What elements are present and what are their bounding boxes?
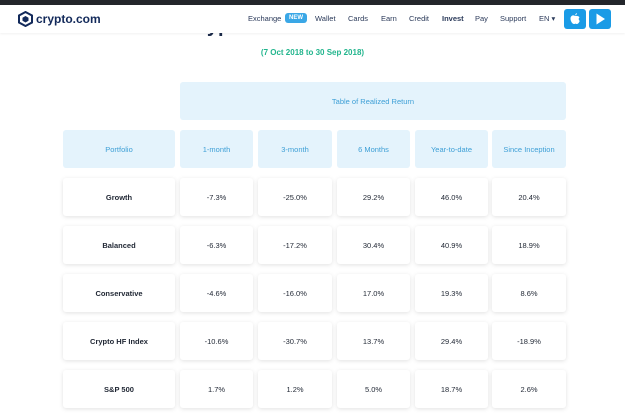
nav-link[interactable]: Pay <box>475 14 488 23</box>
browser-strip <box>0 0 625 5</box>
table-cell: -25.0% <box>258 178 332 216</box>
table-cell: 8.6% <box>492 274 566 312</box>
table-cell: 17.0% <box>337 274 410 312</box>
nav-link[interactable]: Credit <box>409 14 430 23</box>
language-selector[interactable]: EN ▾ <box>539 14 556 23</box>
table-cell: 29.2% <box>337 178 410 216</box>
table-cell: -10.6% <box>180 322 253 360</box>
table-cell: 5.0% <box>337 370 410 408</box>
nav-link[interactable]: Earn <box>381 14 397 23</box>
row-label: Conservative <box>63 274 175 312</box>
table-cell: 1.7% <box>180 370 253 408</box>
table-cell: -6.3% <box>180 226 253 264</box>
nav-link[interactable]: Invest <box>442 14 464 23</box>
table-cell: -30.7% <box>258 322 332 360</box>
navbar: crypto.com Exchange Wallet Cards Earn Credit… <box>0 5 625 33</box>
table-cell: 30.4% <box>337 226 410 264</box>
table-cell: 18.9% <box>492 226 566 264</box>
app-store-button[interactable] <box>564 9 586 29</box>
row-label: S&P 500 <box>63 370 175 408</box>
column-header: 6 Months <box>337 130 410 168</box>
table-cell: 40.9% <box>415 226 488 264</box>
table-cell: 19.3% <box>415 274 488 312</box>
table-cell: 46.0% <box>415 178 488 216</box>
table-cell: -7.3% <box>180 178 253 216</box>
row-label: Balanced <box>63 226 175 264</box>
table-cell: -17.2% <box>258 226 332 264</box>
table-cell: 13.7% <box>337 322 410 360</box>
play-store-button[interactable] <box>589 9 611 29</box>
play-icon <box>596 13 605 25</box>
nav-link[interactable]: Exchange <box>248 14 282 23</box>
column-header: Since Inception <box>492 130 566 168</box>
column-header: 1-month <box>180 130 253 168</box>
page-subtitle: (7 Oct 2018 to 30 Sep 2018) <box>260 48 365 57</box>
nav-link[interactable]: Support <box>500 14 527 23</box>
nav-link[interactable]: Wallet <box>315 14 336 23</box>
apple-icon <box>570 13 580 24</box>
logo-text[interactable]: crypto.com <box>36 12 101 26</box>
new-badge: NEW <box>285 13 307 23</box>
nav-link[interactable]: Cards <box>348 14 369 23</box>
table-cell: 2.6% <box>492 370 566 408</box>
table-cell: -18.9% <box>492 322 566 360</box>
table-cell: 18.7% <box>415 370 488 408</box>
table-cell: 1.2% <box>258 370 332 408</box>
table-cell: -4.6% <box>180 274 253 312</box>
table-cell: -16.0% <box>258 274 332 312</box>
row-label: Crypto HF Index <box>63 322 175 360</box>
logo-icon[interactable] <box>18 11 33 27</box>
column-header: 3-month <box>258 130 332 168</box>
language: EN <box>539 14 550 23</box>
row-label: Growth <box>63 178 175 216</box>
table-caption: Table of Realized Return <box>180 82 566 120</box>
column-header: Year-to-date <box>415 130 488 168</box>
table-cell: 20.4% <box>492 178 566 216</box>
column-header: Portfolio <box>63 130 175 168</box>
table-cell: 29.4% <box>415 322 488 360</box>
